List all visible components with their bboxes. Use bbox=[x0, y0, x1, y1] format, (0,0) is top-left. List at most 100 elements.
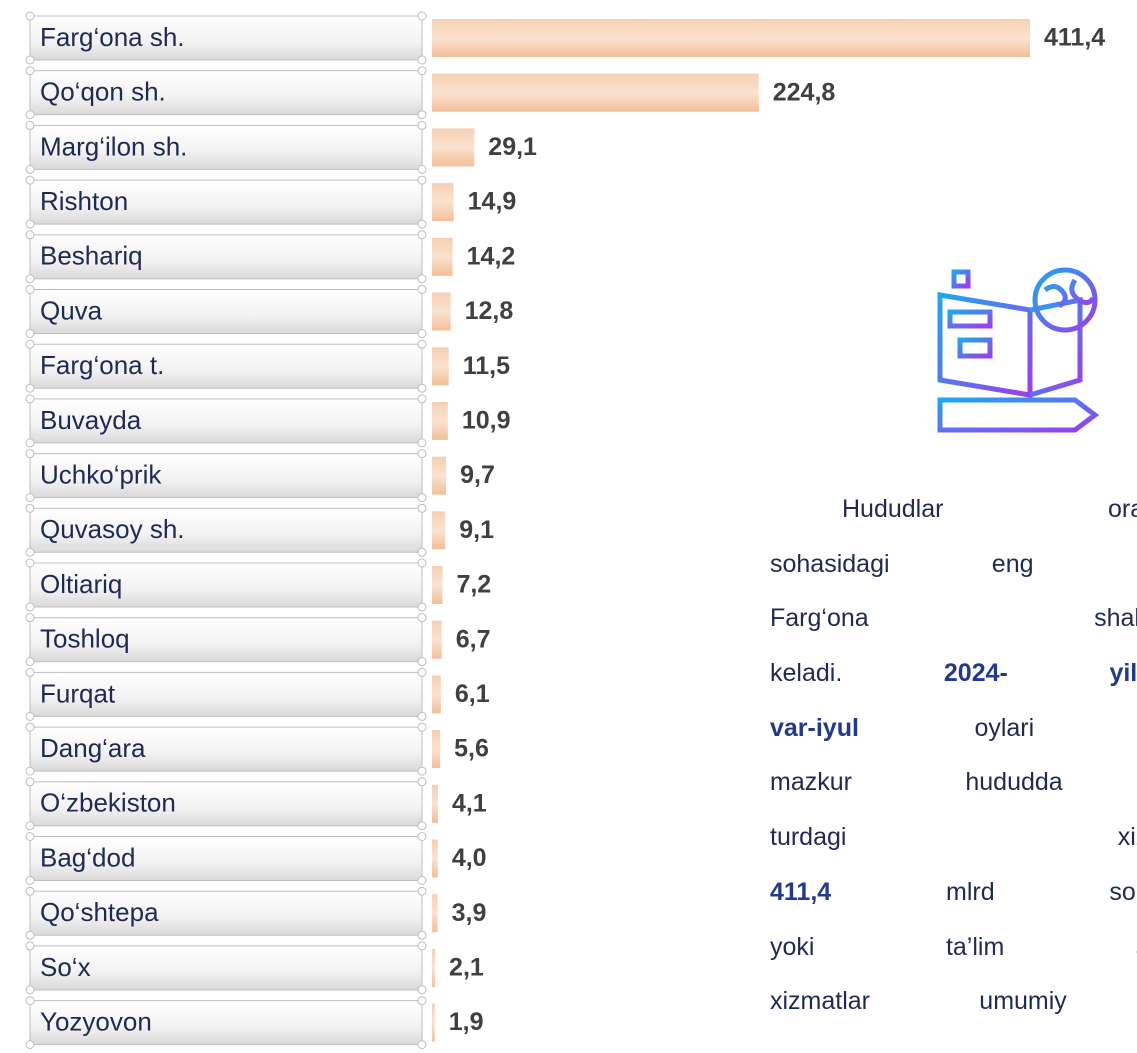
pin bbox=[417, 941, 427, 951]
pin bbox=[25, 219, 35, 229]
pin bbox=[417, 657, 427, 667]
category-box bbox=[29, 343, 423, 389]
category-label: Yozyovon bbox=[40, 1006, 152, 1036]
category-label: Marg‘ilon sh. bbox=[40, 131, 187, 161]
pin bbox=[25, 449, 35, 459]
note-text: Hududlar orasida bbox=[842, 495, 1137, 523]
category-box bbox=[29, 398, 423, 444]
pin bbox=[417, 985, 427, 995]
pin bbox=[25, 11, 35, 21]
pin bbox=[25, 503, 35, 513]
value-label: 5,6 bbox=[454, 735, 489, 763]
note-line: xizmatlar umumiy h bbox=[770, 974, 1137, 1029]
pin bbox=[417, 274, 427, 284]
pin bbox=[417, 339, 427, 349]
note-text: Farg‘ona shahriga bbox=[770, 604, 1137, 633]
pin bbox=[417, 110, 427, 120]
category-label: Farg‘ona t. bbox=[40, 350, 164, 380]
note-text: mlrd so‘mga bbox=[945, 877, 1137, 906]
pin bbox=[25, 821, 35, 831]
note-text: sohasidagi eng katta bbox=[770, 549, 1137, 578]
pin bbox=[25, 329, 35, 338]
pin bbox=[25, 766, 35, 776]
pin bbox=[25, 886, 35, 896]
pin bbox=[417, 383, 427, 393]
pin bbox=[417, 613, 427, 623]
pin bbox=[417, 1040, 427, 1050]
note-line: 411,4 mlrd so‘mga bbox=[770, 865, 1137, 920]
note-line: var-iyul oylari dav bbox=[770, 701, 1137, 756]
category-label: Quvasoy sh. bbox=[40, 514, 185, 544]
note-line: mazkur hududda u bbox=[770, 755, 1137, 810]
bar bbox=[432, 675, 441, 714]
bar bbox=[432, 839, 438, 878]
pin bbox=[25, 164, 35, 174]
pin bbox=[417, 503, 427, 513]
pin bbox=[25, 777, 35, 787]
pin bbox=[25, 120, 35, 130]
category-label: So‘x bbox=[40, 952, 91, 982]
value-label: 29,1 bbox=[488, 133, 537, 161]
category-label: Dang‘ara bbox=[40, 733, 146, 763]
category-label: Qo‘shtepa bbox=[40, 897, 159, 927]
category-box bbox=[29, 124, 423, 170]
pin bbox=[25, 996, 35, 1006]
bar bbox=[432, 511, 446, 550]
note-text: var-iyul bbox=[770, 713, 859, 742]
category-box bbox=[29, 671, 423, 717]
pin bbox=[25, 383, 35, 393]
pin bbox=[417, 120, 427, 130]
pin bbox=[25, 339, 35, 349]
category-label: O‘zbekiston bbox=[40, 788, 176, 818]
category-box bbox=[29, 726, 423, 772]
category-box bbox=[29, 890, 423, 936]
bar bbox=[432, 948, 436, 987]
pin bbox=[25, 175, 35, 185]
note-text: xizmatlar umumiy h bbox=[770, 987, 1137, 1016]
pin bbox=[417, 558, 427, 568]
category-label: Rishton bbox=[40, 186, 128, 216]
pin bbox=[417, 66, 427, 76]
rows: Farg‘ona sh. 411,4 Qo‘qon sh. 224,8 Marg‘ilo… bbox=[25, 11, 1105, 1050]
pin bbox=[25, 285, 35, 294]
category-label: Bag‘dod bbox=[40, 842, 135, 872]
note-text: mazkur hududda u bbox=[770, 768, 1137, 797]
category-box bbox=[29, 453, 423, 499]
value-label: 11,5 bbox=[463, 352, 510, 380]
pin bbox=[417, 219, 427, 229]
category-box bbox=[29, 617, 423, 663]
value-label: 224,8 bbox=[773, 78, 836, 106]
value-label: 3,9 bbox=[452, 899, 487, 927]
pin bbox=[25, 722, 35, 732]
note-line: sohasidagi eng katta bbox=[770, 537, 1137, 592]
pin bbox=[417, 777, 427, 787]
category-label: Furqat bbox=[40, 678, 116, 708]
bar bbox=[432, 73, 759, 112]
pin bbox=[417, 438, 427, 448]
pin bbox=[25, 55, 35, 65]
pin bbox=[25, 438, 35, 448]
category-label: Oltiariq bbox=[40, 569, 122, 599]
pin bbox=[417, 547, 427, 557]
category-box bbox=[29, 234, 423, 280]
pin bbox=[417, 175, 427, 185]
bar bbox=[432, 566, 443, 604]
category-box bbox=[29, 15, 423, 61]
value-label: 9,1 bbox=[459, 516, 494, 544]
note-text: 411,4 bbox=[770, 877, 832, 906]
bar bbox=[432, 292, 451, 331]
pin bbox=[417, 667, 427, 677]
value-label: 6,7 bbox=[456, 625, 491, 653]
pin bbox=[25, 602, 35, 612]
value-label: 10,9 bbox=[462, 407, 511, 435]
pin bbox=[25, 667, 35, 677]
pin bbox=[417, 996, 427, 1006]
value-label: 14,9 bbox=[468, 188, 517, 216]
pin bbox=[25, 547, 35, 557]
category-label: Qo‘qon sh. bbox=[40, 77, 166, 107]
bar bbox=[432, 19, 1030, 57]
category-label: Uchko‘prik bbox=[40, 459, 162, 489]
pin bbox=[417, 886, 427, 896]
